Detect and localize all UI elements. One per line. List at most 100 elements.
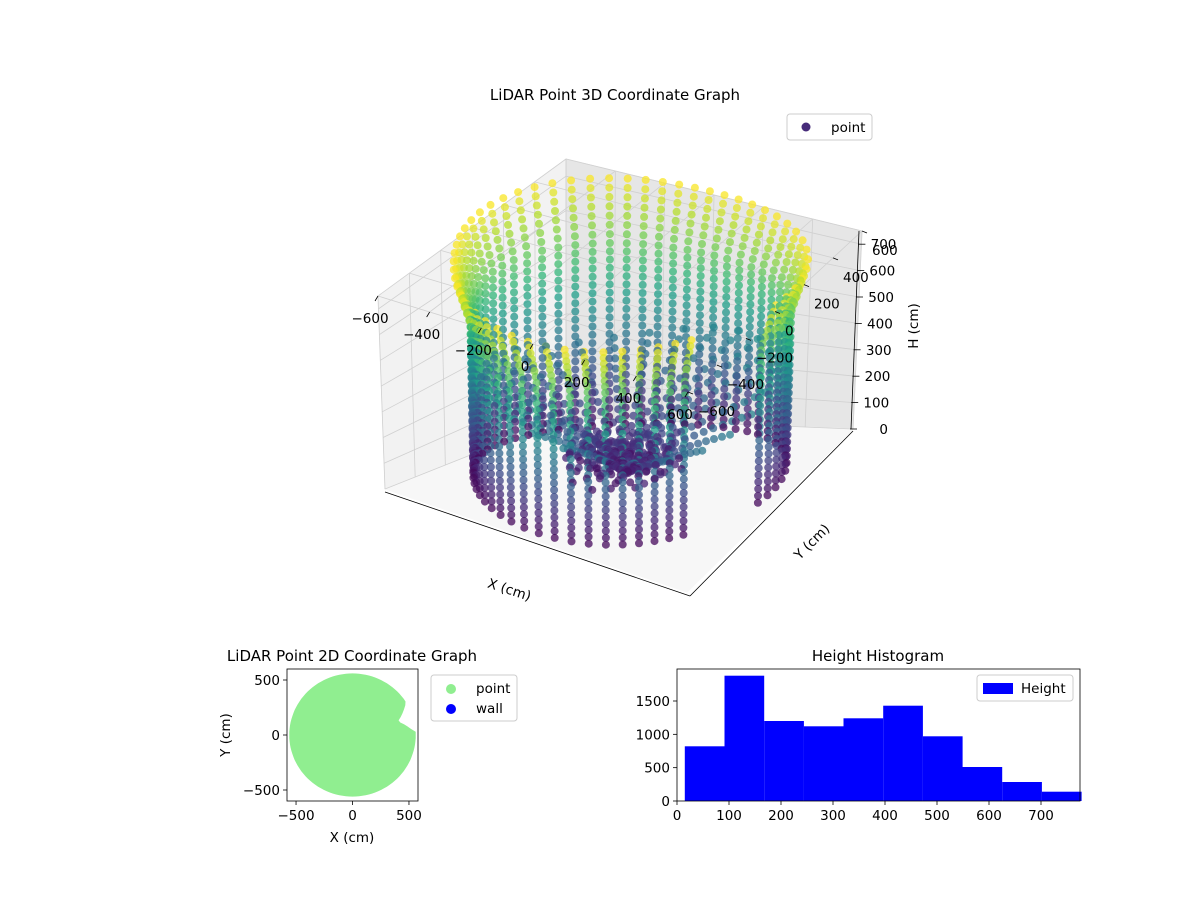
point-3d <box>665 513 674 522</box>
point-3d <box>679 502 688 511</box>
point-3d <box>635 539 643 548</box>
point-3d <box>538 362 547 371</box>
point-3d <box>567 489 575 498</box>
point-3d <box>611 354 620 363</box>
point-3d <box>653 306 662 315</box>
point-3d <box>622 230 631 239</box>
point-3d <box>566 468 575 477</box>
point-3d <box>710 259 719 268</box>
point-3d <box>469 224 478 233</box>
y-tick-label-3d: 0 <box>785 324 794 340</box>
point-3d <box>618 364 627 373</box>
point-3d <box>475 249 484 258</box>
point-3d <box>550 533 559 542</box>
point-3d <box>612 374 621 383</box>
y-tick-label-3d: 200 <box>814 297 840 313</box>
point-3d <box>757 297 766 306</box>
point-3d <box>481 289 490 298</box>
point-3d <box>522 242 531 251</box>
point-3d <box>639 231 648 240</box>
y-tick-3d <box>832 257 839 261</box>
chart-3d-title: LiDAR Point 3D Coordinate Graph <box>490 86 740 104</box>
point-3d <box>639 240 648 249</box>
point-3d <box>623 174 632 183</box>
point-3d <box>696 344 705 353</box>
point-3d <box>776 287 784 296</box>
point-3d <box>709 313 718 322</box>
point-3d <box>622 288 631 297</box>
point-3d <box>668 275 677 284</box>
point-3d <box>584 498 593 507</box>
point-3d <box>569 213 578 222</box>
point-3d <box>601 430 610 439</box>
point-3d <box>500 429 509 438</box>
histogram-bar <box>724 675 765 801</box>
point-3d <box>639 222 648 231</box>
point-3d <box>668 315 677 324</box>
legend-3d-marker <box>801 122 811 132</box>
point-3d <box>567 510 576 518</box>
point-cloud-2d <box>289 673 416 797</box>
point-3d <box>763 477 772 486</box>
point-3d <box>696 287 705 296</box>
point-3d <box>584 525 593 534</box>
point-3d <box>571 241 580 250</box>
point-3d <box>586 174 595 183</box>
point-3d <box>601 478 610 487</box>
point-3d <box>483 422 492 431</box>
point-3d <box>704 196 713 204</box>
point-3d <box>495 442 504 451</box>
grid-line <box>440 250 446 466</box>
point-3d <box>755 443 764 452</box>
point-3d <box>601 513 610 522</box>
point-3d <box>707 406 716 415</box>
point-3d <box>472 485 481 494</box>
point-3d <box>584 532 593 541</box>
point-3d <box>745 322 754 331</box>
point-3d <box>743 427 752 436</box>
point-3d <box>650 502 659 511</box>
legend-2d: point wall <box>430 674 518 722</box>
point-3d <box>772 462 781 471</box>
point-3d <box>510 312 519 321</box>
point-3d <box>645 328 654 337</box>
z-tick-label-3d: 300 <box>866 343 892 359</box>
point-3d <box>490 401 499 410</box>
y-tick-label-3d: −200 <box>756 350 793 366</box>
point-3d <box>554 260 563 269</box>
point-3d <box>708 328 717 337</box>
point-3d <box>481 274 490 283</box>
point-3d <box>605 338 614 347</box>
point-3d <box>764 470 772 479</box>
x-tick-label-hist: 100 <box>716 808 742 824</box>
point-3d <box>710 435 718 443</box>
point-3d <box>731 417 740 426</box>
point-3d <box>570 222 579 231</box>
point-3d <box>635 525 643 534</box>
point-3d <box>506 469 515 478</box>
point-3d <box>692 374 701 383</box>
point-3d <box>694 389 703 398</box>
point-3d <box>708 344 717 353</box>
point-3d <box>622 263 631 272</box>
point-3d <box>671 339 680 348</box>
y-tick-label-hist: 0 <box>661 794 670 810</box>
point-3d <box>506 442 515 451</box>
point-3d <box>584 519 593 527</box>
point-3d <box>735 273 744 282</box>
point-3d <box>605 346 614 355</box>
point-3d <box>469 256 478 265</box>
point-3d <box>622 255 631 264</box>
point-3d <box>571 266 580 274</box>
point-3d <box>605 280 614 289</box>
point-3d <box>653 314 662 323</box>
point-3d <box>774 250 783 259</box>
point-3d <box>487 490 496 499</box>
point-3d <box>710 267 718 275</box>
point-3d <box>755 436 764 445</box>
point-3d <box>635 504 643 513</box>
point-3d <box>588 239 597 248</box>
point-3d <box>665 471 674 480</box>
point-3d <box>499 389 508 398</box>
point-3d <box>622 329 631 338</box>
